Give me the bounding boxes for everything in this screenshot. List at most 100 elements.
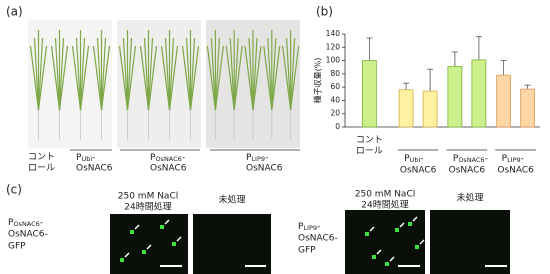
panel-label: (b)	[316, 5, 333, 19]
y-tick-label: 0	[335, 122, 340, 131]
micro-2	[193, 214, 271, 274]
group-label: PUbi-	[404, 154, 423, 165]
gfp-spot	[130, 230, 134, 234]
y-tick-label: 140	[326, 29, 341, 38]
group-label: PLIP9-	[502, 154, 524, 165]
leaf	[168, 37, 175, 111]
arrow	[399, 222, 405, 228]
bar	[398, 89, 414, 128]
construct-label: OsNAC6-	[298, 234, 338, 244]
a-label: PLIP9-	[246, 153, 268, 164]
leaf	[263, 45, 273, 111]
photos	[28, 20, 510, 274]
leaf	[210, 37, 216, 111]
leaf	[79, 37, 86, 111]
y-tick-label: 20	[330, 109, 340, 118]
y-tick-label: 40	[330, 95, 340, 104]
leaf	[33, 37, 40, 111]
leaf	[29, 45, 40, 111]
group-label: OsNAC6	[497, 166, 534, 176]
label-part: -	[420, 154, 423, 164]
construct-label: POsNAC6-	[8, 218, 43, 229]
leaf	[290, 45, 300, 111]
leaf	[189, 37, 196, 111]
leaf	[248, 37, 254, 111]
construct-label: PLIP9-	[298, 222, 320, 233]
label-part: LIP9	[507, 156, 521, 164]
leaf	[54, 37, 61, 111]
micro-4	[430, 210, 510, 274]
leaf	[139, 45, 150, 111]
treated-label: 250 mM NaCl	[118, 192, 178, 202]
label-part: -	[485, 154, 488, 164]
label-part: P	[404, 154, 410, 164]
leaf	[214, 37, 220, 111]
leaf	[267, 37, 273, 111]
leaf	[252, 45, 262, 111]
leaf	[79, 45, 90, 111]
treated-label: 250 mM NaCl	[355, 190, 415, 200]
arrow	[164, 219, 170, 225]
a-label: POsNAC6-	[150, 153, 185, 164]
gfp-spot	[372, 255, 376, 259]
leaf	[206, 45, 216, 111]
bar	[361, 60, 377, 128]
construct-label: GFP	[8, 242, 26, 252]
leaf	[100, 37, 107, 111]
arrow	[134, 224, 140, 230]
arrow	[369, 226, 375, 232]
leaf	[58, 45, 69, 111]
leaf	[75, 37, 82, 111]
leaf	[189, 45, 200, 111]
leaf	[271, 45, 281, 111]
leaf	[118, 45, 129, 111]
panel-label: (c)	[6, 183, 22, 197]
arrow	[389, 256, 395, 262]
group-label: OsNAC6	[400, 166, 437, 176]
untreated-label: 未処理	[456, 192, 483, 204]
a-label: OsNAC6	[76, 164, 113, 174]
leaf	[168, 45, 179, 111]
y-tick-label: 120	[326, 42, 341, 51]
y-tick-label: 60	[330, 82, 340, 91]
leaf	[233, 45, 243, 111]
panel-label: (a)	[6, 5, 23, 19]
label-part: Ubi	[410, 156, 421, 164]
y-axis-label: 種子収量(%)	[313, 58, 323, 104]
group-label: OsNAC6	[449, 166, 486, 176]
y-tick-label: 80	[330, 69, 340, 78]
gfp-spot	[120, 258, 124, 262]
label-part: OsNAC6	[458, 156, 484, 164]
bar	[496, 74, 512, 128]
leaf	[185, 37, 192, 111]
bar	[447, 66, 463, 128]
arrow	[124, 252, 130, 258]
label-part: P	[502, 154, 508, 164]
leaf	[100, 45, 111, 111]
label-part: -	[521, 154, 524, 164]
group-label: コント	[356, 136, 383, 146]
leaf	[126, 45, 137, 111]
arrow	[376, 249, 382, 255]
gfp-spot	[160, 225, 164, 229]
construct-label: OsNAC6-	[8, 230, 48, 240]
leaf	[233, 37, 239, 111]
leaf	[181, 45, 192, 111]
gfp-spot	[172, 242, 176, 246]
gfp-spot	[385, 262, 389, 266]
gfp-spot	[408, 222, 412, 226]
construct-label: GFP	[298, 246, 316, 256]
leaf	[271, 37, 277, 111]
arrow	[176, 236, 182, 242]
leaf	[50, 45, 61, 111]
leaf	[96, 37, 103, 111]
gfp-spot	[142, 250, 146, 254]
arrow	[419, 239, 425, 245]
photo-ubi	[117, 20, 201, 148]
group-label: ロール	[356, 147, 383, 157]
leaf	[164, 37, 171, 111]
gfp-spot	[415, 245, 419, 249]
group-label: POsNAC6-	[453, 154, 488, 165]
bar	[520, 88, 536, 128]
bar	[471, 59, 487, 128]
